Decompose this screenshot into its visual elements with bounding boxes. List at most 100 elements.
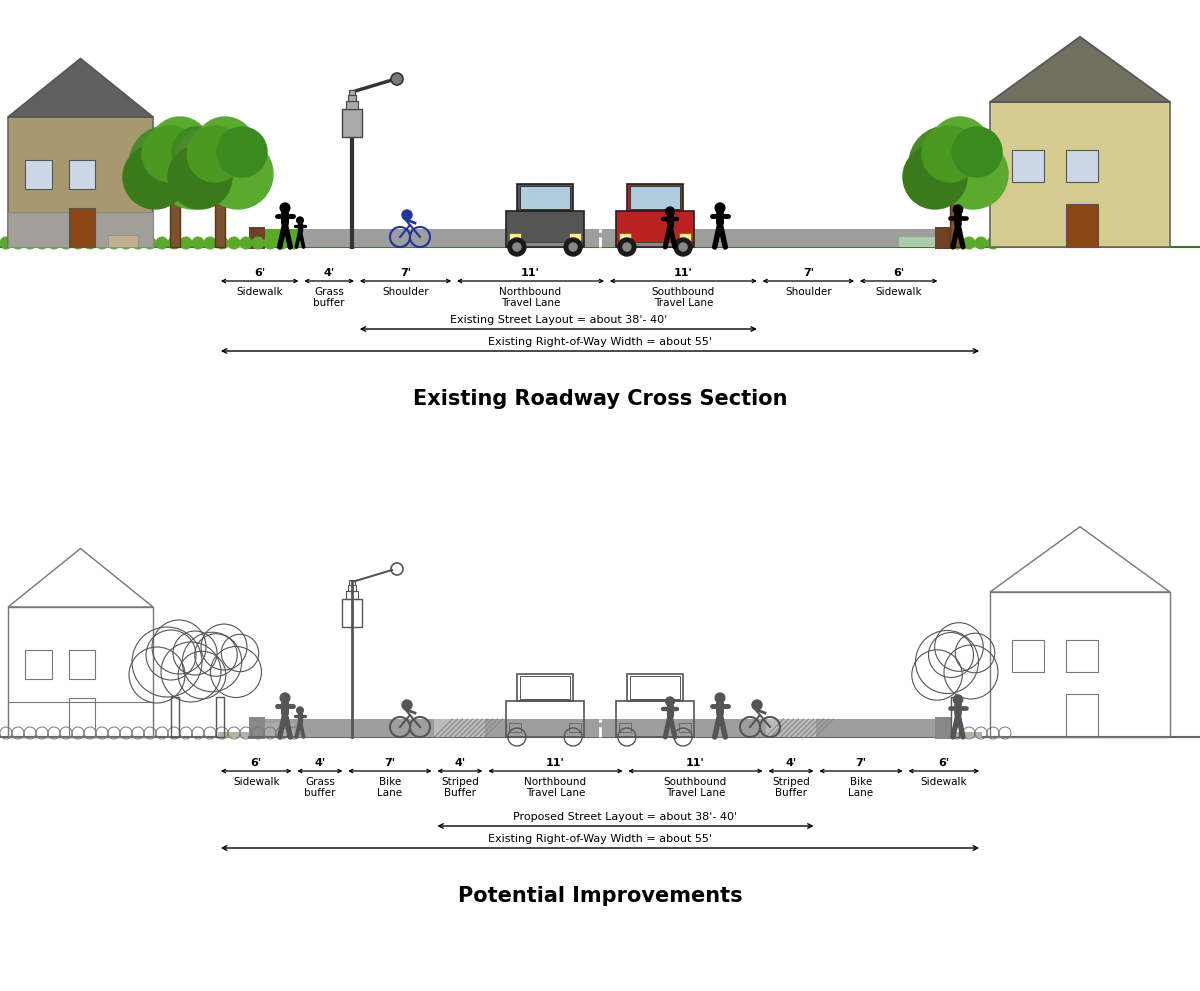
Text: Sidewalk: Sidewalk xyxy=(920,777,967,787)
Bar xyxy=(349,90,355,95)
Text: Existing Right-of-Way Width = about 55': Existing Right-of-Way Width = about 55' xyxy=(488,337,712,347)
Circle shape xyxy=(0,237,12,249)
Bar xyxy=(218,242,250,248)
Text: 4': 4' xyxy=(786,758,797,768)
Text: 7': 7' xyxy=(400,268,412,278)
Text: 11': 11' xyxy=(686,758,704,768)
Text: Southbound: Southbound xyxy=(664,777,727,787)
Bar xyxy=(108,235,138,247)
Circle shape xyxy=(150,117,210,177)
Text: 6': 6' xyxy=(938,758,949,768)
Circle shape xyxy=(679,243,688,251)
Circle shape xyxy=(564,238,582,256)
Bar xyxy=(215,202,226,247)
Circle shape xyxy=(288,237,300,249)
Bar xyxy=(517,184,574,211)
Text: 11': 11' xyxy=(521,268,540,278)
Text: 11': 11' xyxy=(674,268,692,278)
Circle shape xyxy=(715,203,725,213)
Bar xyxy=(8,702,154,737)
Polygon shape xyxy=(8,58,154,117)
Circle shape xyxy=(276,237,288,249)
Circle shape xyxy=(623,243,631,251)
Text: 4': 4' xyxy=(324,268,335,278)
Circle shape xyxy=(296,707,304,714)
Text: Travel Lane: Travel Lane xyxy=(654,298,713,308)
Circle shape xyxy=(132,237,144,249)
Text: Northbound: Northbound xyxy=(499,287,562,297)
Circle shape xyxy=(715,693,725,703)
Bar xyxy=(679,723,691,732)
Bar xyxy=(618,242,692,246)
Circle shape xyxy=(904,145,967,209)
Bar xyxy=(619,233,631,242)
Circle shape xyxy=(938,139,1008,209)
Circle shape xyxy=(203,139,274,209)
Text: Bike: Bike xyxy=(379,777,401,787)
Bar xyxy=(342,109,362,137)
Bar xyxy=(1012,150,1044,181)
Text: buffer: buffer xyxy=(304,788,336,798)
Circle shape xyxy=(24,237,36,249)
Bar xyxy=(1066,150,1098,181)
Circle shape xyxy=(952,127,1002,177)
Text: Existing Street Layout = about 38'- 40': Existing Street Layout = about 38'- 40' xyxy=(450,315,667,325)
Circle shape xyxy=(168,237,180,249)
Text: 7': 7' xyxy=(803,268,814,278)
Text: 6': 6' xyxy=(893,268,905,278)
Bar xyxy=(250,229,301,247)
Circle shape xyxy=(172,127,222,177)
Bar xyxy=(506,211,584,247)
Circle shape xyxy=(84,237,96,249)
Circle shape xyxy=(12,237,24,249)
Bar xyxy=(1066,694,1098,737)
Text: Northbound: Northbound xyxy=(524,777,587,787)
Bar xyxy=(250,227,265,249)
Text: 4': 4' xyxy=(455,758,466,768)
Bar xyxy=(1066,203,1098,247)
Text: Striped: Striped xyxy=(772,777,810,787)
Bar xyxy=(626,184,683,211)
Bar xyxy=(8,607,154,737)
Bar xyxy=(616,211,694,247)
Bar xyxy=(990,592,1170,737)
Bar xyxy=(630,186,680,209)
Circle shape xyxy=(240,237,252,249)
Circle shape xyxy=(296,217,304,224)
Text: 6': 6' xyxy=(251,758,262,768)
Bar xyxy=(8,212,154,247)
Circle shape xyxy=(72,237,84,249)
Circle shape xyxy=(36,237,48,249)
Bar xyxy=(68,160,95,188)
Circle shape xyxy=(192,237,204,249)
Circle shape xyxy=(48,237,60,249)
Circle shape xyxy=(108,237,120,249)
Text: Bike: Bike xyxy=(850,777,872,787)
Circle shape xyxy=(618,238,636,256)
Circle shape xyxy=(974,237,986,249)
Bar xyxy=(569,233,581,242)
Circle shape xyxy=(964,237,974,249)
Text: Shoulder: Shoulder xyxy=(785,287,832,297)
Bar xyxy=(346,591,358,599)
Text: Proposed Street Layout = about 38'- 40': Proposed Street Layout = about 38'- 40' xyxy=(514,812,738,822)
Circle shape xyxy=(252,237,264,249)
Text: Travel Lane: Travel Lane xyxy=(666,788,725,798)
Circle shape xyxy=(508,238,526,256)
Text: Southbound: Southbound xyxy=(652,287,715,297)
Bar xyxy=(250,717,265,739)
Circle shape xyxy=(194,117,256,177)
Text: Lane: Lane xyxy=(377,788,402,798)
Bar xyxy=(520,186,570,209)
Circle shape xyxy=(280,203,290,213)
Circle shape xyxy=(930,117,990,177)
Bar xyxy=(250,723,294,737)
Circle shape xyxy=(674,238,692,256)
Circle shape xyxy=(264,237,276,249)
Circle shape xyxy=(953,205,962,214)
Bar xyxy=(265,229,935,247)
Text: Buffer: Buffer xyxy=(775,788,808,798)
Bar xyxy=(626,674,683,701)
Circle shape xyxy=(280,693,290,703)
Circle shape xyxy=(228,237,240,249)
